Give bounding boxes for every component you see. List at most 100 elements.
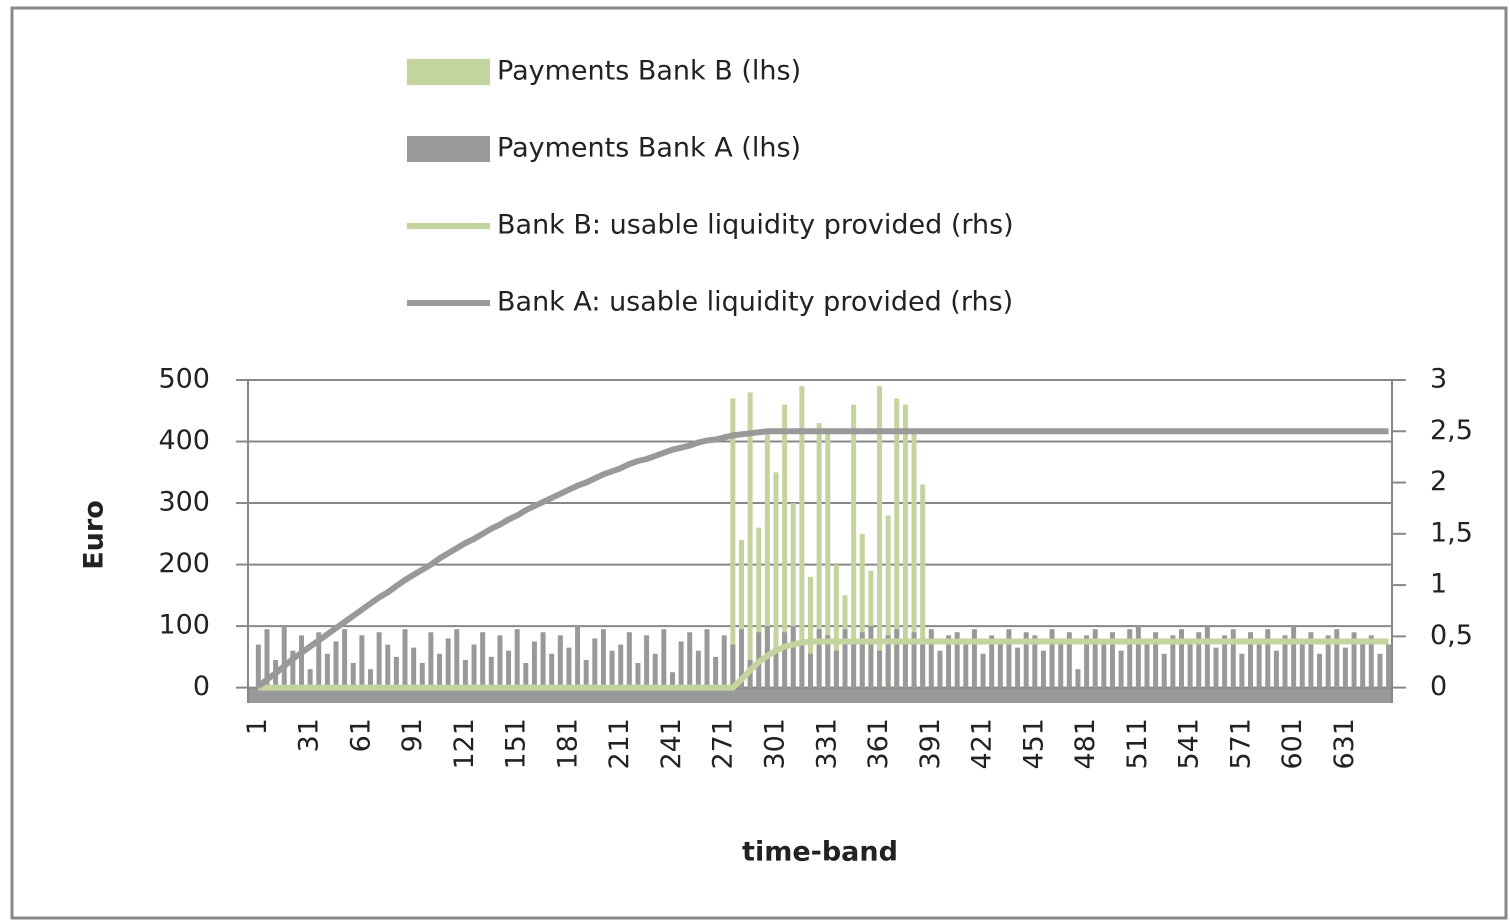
- bar: [557, 635, 563, 688]
- bar: [877, 386, 883, 688]
- y-tick-label: 500: [158, 364, 210, 395]
- legend-label: Bank B: usable liquidity provided (rhs): [497, 210, 1014, 241]
- bar: [920, 638, 926, 688]
- x-tick-label: 1: [242, 718, 273, 735]
- bar: [324, 653, 330, 688]
- bar: [1342, 647, 1348, 688]
- bar: [1118, 650, 1124, 688]
- y-tick-label: 0: [193, 671, 210, 702]
- bar: [1032, 635, 1038, 688]
- y-tick-label: 300: [158, 487, 210, 518]
- y2-tick-label: 1,5: [1430, 517, 1473, 548]
- x-tick-label: 181: [552, 718, 583, 770]
- bar: [937, 650, 943, 688]
- x-tick-label: 211: [604, 718, 635, 770]
- bar: [540, 632, 546, 688]
- bar: [445, 638, 451, 688]
- bar: [704, 629, 710, 688]
- bar: [808, 653, 814, 688]
- bar: [497, 635, 503, 688]
- x-tick-label: 391: [915, 718, 946, 770]
- bar: [851, 641, 857, 688]
- bar: [644, 635, 650, 688]
- bar: [480, 632, 486, 688]
- bar: [298, 635, 304, 688]
- x-tick-label: 91: [397, 718, 428, 752]
- bar: [290, 650, 296, 688]
- bar: [1196, 632, 1202, 688]
- bar: [1377, 653, 1383, 688]
- bar: [825, 635, 831, 688]
- x-tick-label: 631: [1329, 718, 1360, 770]
- bar: [1334, 629, 1340, 688]
- bar: [971, 629, 977, 688]
- bar: [618, 644, 624, 688]
- legend-label: Payments Bank A (lhs): [497, 133, 801, 164]
- bar: [1222, 635, 1228, 688]
- bar: [411, 647, 417, 688]
- bar: [1084, 635, 1090, 688]
- bar: [437, 653, 443, 688]
- bar: [385, 644, 391, 688]
- bar: [454, 629, 460, 688]
- bar: [1170, 635, 1176, 688]
- bar: [350, 663, 356, 688]
- bar: [376, 632, 382, 688]
- bar: [773, 647, 779, 688]
- bar: [859, 533, 865, 688]
- bar: [997, 641, 1003, 688]
- bar: [1049, 629, 1055, 688]
- bar: [281, 626, 287, 688]
- legend-label: Payments Bank B (lhs): [497, 56, 801, 87]
- bar: [462, 659, 468, 688]
- bar: [419, 663, 425, 688]
- x-tick-label: 481: [1070, 718, 1101, 770]
- legend-swatch: [407, 136, 490, 162]
- x-tick-label: 31: [294, 718, 325, 752]
- bar: [790, 626, 796, 688]
- bar: [342, 629, 348, 688]
- bar: [1109, 632, 1115, 688]
- bar: [1360, 641, 1366, 688]
- bar: [402, 629, 408, 688]
- bar: [1015, 647, 1021, 688]
- bar: [868, 626, 874, 688]
- bar: [1178, 629, 1184, 688]
- bar: [1092, 629, 1098, 688]
- x-axis-title: time-band: [742, 837, 898, 868]
- line: [256, 428, 1389, 689]
- bar: [808, 576, 814, 688]
- y2-tick-label: 1: [1430, 569, 1447, 600]
- bar: [393, 656, 399, 688]
- bar: [652, 653, 658, 688]
- bar: [730, 398, 736, 688]
- bar: [833, 564, 839, 688]
- y-tick-label: 100: [158, 610, 210, 641]
- bar: [592, 638, 598, 688]
- bar: [549, 653, 555, 688]
- bar: [894, 398, 900, 688]
- line: [258, 638, 1389, 691]
- bar: [523, 663, 529, 688]
- bar: [1075, 669, 1081, 688]
- bar: [1144, 641, 1150, 688]
- x-tick-label: 601: [1277, 718, 1308, 770]
- x-tick-label: 421: [967, 718, 998, 770]
- bar: [333, 641, 339, 688]
- x-tick-label: 121: [449, 718, 480, 770]
- bar: [1325, 635, 1331, 688]
- bar: [816, 629, 822, 688]
- bar: [428, 632, 434, 688]
- y-axis-title: Euro: [79, 500, 110, 570]
- bar: [833, 650, 839, 688]
- bar: [600, 629, 606, 688]
- bar: [894, 629, 900, 688]
- bar: [954, 632, 960, 688]
- bar: [1153, 632, 1159, 688]
- bar: [1291, 626, 1297, 688]
- bar: [531, 641, 537, 688]
- legend-label: Bank A: usable liquidity provided (rhs): [497, 287, 1013, 318]
- bar: [1161, 653, 1167, 688]
- bar: [626, 632, 632, 688]
- y2-tick-label: 3: [1430, 364, 1447, 395]
